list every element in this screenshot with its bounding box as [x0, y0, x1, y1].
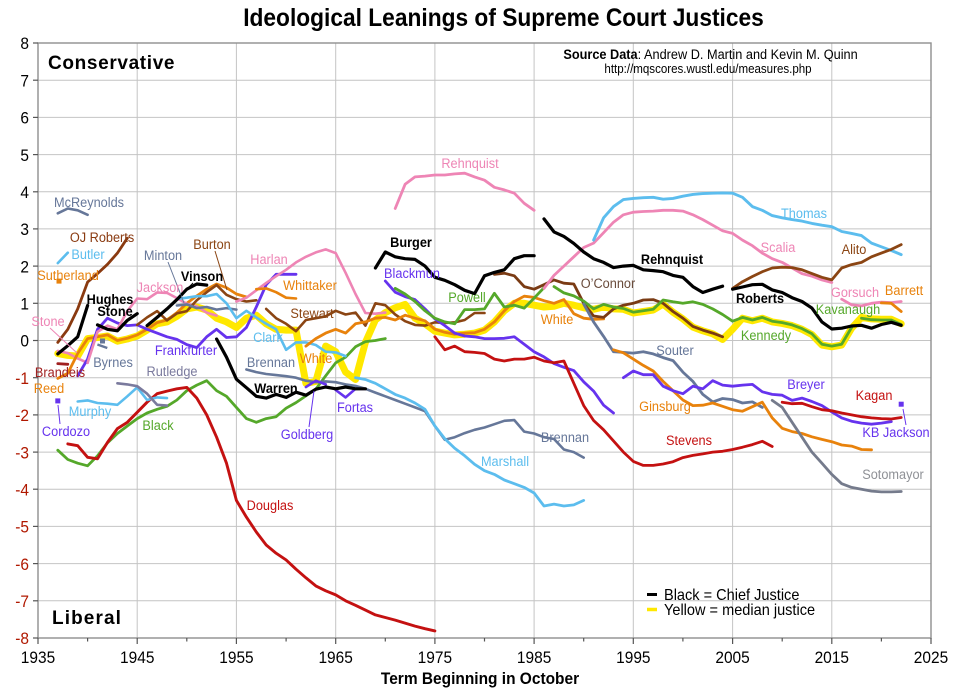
svg-text:6: 6 [20, 109, 29, 128]
svg-text:-3: -3 [15, 444, 29, 463]
svg-text:Black = Chief Justice: Black = Chief Justice [664, 586, 799, 604]
svg-text:Kennedy: Kennedy [741, 327, 792, 343]
svg-text:Term Beginning in October: Term Beginning in October [381, 669, 580, 688]
svg-text:Clark: Clark [253, 329, 283, 345]
svg-text:-4: -4 [15, 481, 29, 500]
svg-text:-5: -5 [15, 518, 29, 537]
svg-text:Sutherland: Sutherland [37, 267, 99, 283]
svg-text:1995: 1995 [616, 648, 650, 667]
svg-text:Barrett: Barrett [885, 282, 923, 298]
svg-text:Ideological Leanings of Suprem: Ideological Leanings of Supreme Court Ju… [243, 4, 764, 32]
svg-text:3: 3 [20, 220, 29, 239]
svg-text:Blackmun: Blackmun [384, 265, 440, 281]
svg-text:Burger: Burger [390, 234, 432, 250]
svg-text:Liberal: Liberal [52, 608, 122, 629]
svg-text:1935: 1935 [21, 648, 55, 667]
svg-text:Conservative: Conservative [48, 53, 175, 74]
svg-text:8: 8 [20, 35, 29, 54]
svg-text:1945: 1945 [120, 648, 154, 667]
svg-text:0: 0 [20, 332, 29, 351]
svg-text:2025: 2025 [914, 648, 948, 667]
svg-text:Roberts: Roberts [736, 290, 784, 306]
svg-text:Gorsuch: Gorsuch [831, 284, 879, 300]
svg-text:Butler: Butler [71, 246, 105, 262]
svg-text:Scalia: Scalia [761, 239, 796, 255]
svg-text:Whittaker: Whittaker [283, 277, 337, 293]
svg-text:Stewart: Stewart [290, 305, 333, 321]
svg-text:Minton: Minton [144, 247, 182, 263]
svg-text:O’Connor: O’Connor [581, 275, 636, 291]
svg-text:2: 2 [20, 258, 29, 277]
svg-text:Source Data: Andrew D. Martin: Source Data: Andrew D. Martin and Kevin … [563, 46, 857, 62]
svg-text:http://mqscores.wustl.edu/meas: http://mqscores.wustl.edu/measures.php [604, 61, 811, 76]
svg-text:Hughes: Hughes [87, 291, 134, 307]
svg-text:Thomas: Thomas [781, 205, 827, 221]
svg-text:White: White [541, 311, 574, 327]
svg-text:Douglas: Douglas [247, 497, 294, 513]
svg-text:Rutledge: Rutledge [147, 363, 198, 379]
svg-text:Stone: Stone [31, 313, 64, 329]
svg-text:Marshall: Marshall [481, 453, 529, 469]
svg-text:Ginsburg: Ginsburg [639, 398, 691, 414]
svg-text:Reed: Reed [34, 380, 64, 396]
svg-text:Powell: Powell [448, 289, 486, 305]
svg-text:Frankfurter: Frankfurter [155, 342, 218, 358]
svg-text:-1: -1 [15, 369, 29, 388]
svg-text:Murphy: Murphy [69, 403, 112, 419]
svg-text:Stevens: Stevens [666, 432, 712, 448]
svg-text:Souter: Souter [656, 342, 694, 358]
svg-text:-8: -8 [15, 630, 29, 649]
svg-text:-7: -7 [15, 592, 29, 611]
svg-text:Burton: Burton [193, 236, 231, 252]
svg-text:Brandeis: Brandeis [35, 364, 86, 380]
svg-text:1955: 1955 [219, 648, 253, 667]
svg-text:Jackson: Jackson [137, 279, 184, 295]
svg-text:OJ Roberts: OJ Roberts [70, 229, 135, 245]
svg-text:Cordozo: Cordozo [42, 423, 90, 439]
svg-text:White: White [300, 350, 333, 366]
svg-text:KB Jackson: KB Jackson [862, 424, 929, 440]
svg-text:Breyer: Breyer [787, 376, 825, 392]
svg-text:Black: Black [142, 417, 173, 433]
svg-text:Fortas: Fortas [337, 399, 373, 415]
svg-text:5: 5 [20, 146, 29, 165]
svg-text:2015: 2015 [815, 648, 849, 667]
svg-text:Yellow = median justice: Yellow = median justice [664, 601, 815, 619]
svg-text:1: 1 [20, 295, 29, 314]
svg-text:Byrnes: Byrnes [93, 354, 133, 370]
svg-text:McReynolds: McReynolds [54, 194, 124, 210]
svg-text:Harlan: Harlan [250, 251, 288, 267]
svg-text:Kavanaugh: Kavanaugh [816, 301, 880, 317]
svg-text:2005: 2005 [715, 648, 749, 667]
svg-text:Rehnquist: Rehnquist [641, 251, 704, 267]
svg-text:1965: 1965 [318, 648, 352, 667]
svg-text:Brennan: Brennan [541, 429, 589, 445]
svg-text:Warren: Warren [254, 380, 297, 396]
svg-text:7: 7 [20, 72, 29, 91]
svg-text:Vinson: Vinson [181, 268, 223, 284]
svg-text:Alito: Alito [842, 241, 867, 257]
svg-text:1985: 1985 [517, 648, 551, 667]
svg-text:Goldberg: Goldberg [281, 426, 333, 442]
svg-text:-6: -6 [15, 555, 29, 574]
svg-text:-2: -2 [15, 406, 29, 425]
svg-text:Rehnquist: Rehnquist [441, 155, 499, 171]
svg-text:Stone: Stone [97, 303, 132, 319]
svg-text:4: 4 [20, 183, 29, 202]
svg-text:Brennan: Brennan [247, 354, 295, 370]
svg-text:1975: 1975 [418, 648, 452, 667]
svg-text:Kagan: Kagan [856, 387, 893, 403]
svg-text:Sotomayor: Sotomayor [862, 466, 924, 482]
